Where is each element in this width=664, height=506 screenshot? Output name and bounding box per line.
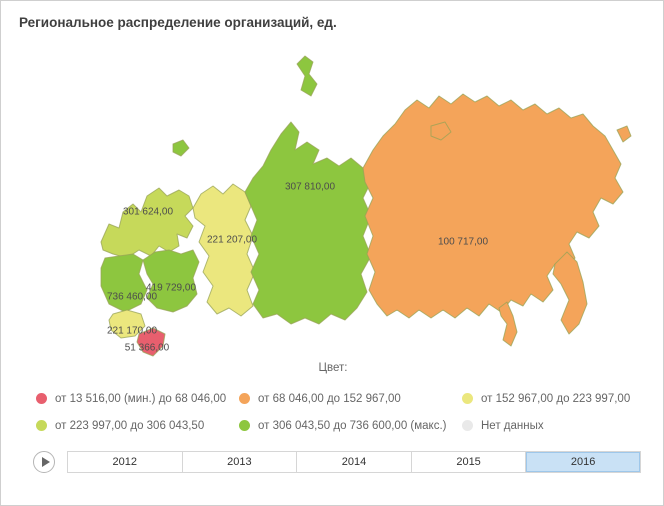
year-2015[interactable]: 2015 [411,452,527,472]
legend-row: от 223 997,00 до 306 043,50 от 306 043,5… [36,412,642,439]
map-region-north-caucasus[interactable] [136,327,166,357]
legend-item-no-data[interactable]: Нет данных [462,420,642,432]
map-region-ural[interactable] [192,183,256,317]
legend-label: от 223 997,00 до 306 043,50 [55,419,205,432]
year-2013[interactable]: 2013 [182,452,298,472]
legend-label: от 152 967,00 до 223 997,00 [481,392,631,405]
map-island-wrangel[interactable] [616,125,632,143]
legend-item-bin-4[interactable]: от 223 997,00 до 306 043,50 [36,420,239,432]
map-region-south[interactable] [108,309,146,339]
legend-label: от 306 043,50 до 736 600,00 (макс.) [258,419,447,432]
legend-label: от 13 516,00 (мин.) до 68 046,00 [55,392,227,405]
legend-dot-yellow-green [36,420,47,431]
map-region-volga[interactable] [142,249,200,313]
play-button[interactable] [33,451,55,473]
legend-dot-no-data [462,420,473,431]
year-selector: 2012 2013 2014 2015 2016 [67,451,641,473]
legend-label: Нет данных [481,419,544,432]
legend-dot-red [36,393,47,404]
map-island-novaya-zemlya[interactable] [296,55,318,97]
legend-row: от 13 516,00 (мин.) до 68 046,00 от 68 0… [36,385,642,412]
play-icon [41,457,50,467]
legend-item-bin-3[interactable]: от 152 967,00 до 223 997,00 [462,393,642,405]
choropleth-map: 301 624,00 221 207,00 307 810,00 100 717… [1,46,664,376]
legend-item-bin-1[interactable]: от 13 516,00 (мин.) до 68 046,00 [36,393,239,405]
year-2012[interactable]: 2012 [68,452,183,472]
legend-dot-yellow [462,393,473,404]
legend-item-bin-5[interactable]: от 306 043,50 до 736 600,00 (макс.) [239,420,462,432]
legend-label: от 68 046,00 до 152 967,00 [258,392,401,405]
page-title: Региональное распределение организаций, … [19,15,337,30]
map-island-new-siberian[interactable] [430,121,452,141]
russia-map-svg [100,55,632,357]
map-region-far-east[interactable] [362,93,624,319]
color-legend: от 13 516,00 (мин.) до 68 046,00 от 68 0… [36,385,642,439]
map-region-sakhalin[interactable] [498,301,518,347]
map-region-northwest[interactable] [100,187,194,259]
map-region-siberia[interactable] [244,121,372,325]
timeline: 2012 2013 2014 2015 2016 [33,451,641,473]
year-2014[interactable]: 2014 [297,452,412,472]
legend-dot-green [239,420,250,431]
legend-title: Цвет: [318,362,348,374]
legend-item-bin-2[interactable]: от 68 046,00 до 152 967,00 [239,393,462,405]
map-region-kamchatka[interactable] [552,251,588,335]
map-region-central[interactable] [100,253,148,313]
map-island-northwest-small[interactable] [172,139,190,157]
legend-dot-orange [239,393,250,404]
year-2016[interactable]: 2016 [526,452,640,472]
